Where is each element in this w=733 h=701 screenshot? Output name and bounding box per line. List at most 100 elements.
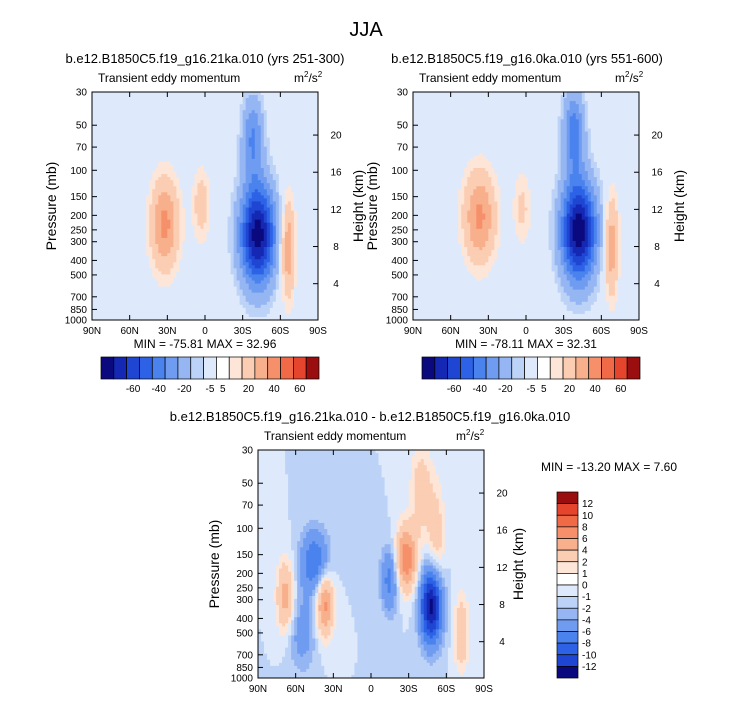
field-cell: [131, 171, 135, 175]
field-cell: [173, 140, 177, 145]
field-cell: [110, 250, 114, 254]
field-cell: [125, 207, 129, 211]
field-cell: [179, 189, 183, 193]
field-cell: [275, 259, 280, 263]
field-cell: [293, 180, 298, 184]
field-cell: [113, 180, 117, 184]
field-cell: [101, 140, 105, 145]
field-cell: [293, 192, 298, 196]
field-cell: [224, 131, 228, 135]
field-cell: [200, 204, 204, 208]
field-cell: [221, 143, 225, 148]
field-cell: [221, 274, 225, 278]
field-cell: [110, 286, 114, 290]
field-cell: [242, 137, 247, 142]
field-cell: [185, 289, 189, 294]
field-cell: [224, 283, 228, 287]
field-cell: [140, 146, 144, 151]
field-cell: [299, 131, 304, 135]
field-cell: [122, 256, 126, 260]
field-cell: [158, 174, 162, 178]
field-cell: [155, 247, 159, 251]
field-cell: [179, 131, 183, 135]
field-cell: [260, 271, 265, 275]
field-cell: [284, 119, 289, 123]
field-cell: [221, 146, 225, 151]
field-cell: [290, 204, 295, 208]
field-cell: [284, 274, 289, 278]
field-cell: [155, 95, 159, 99]
field-cell: [299, 277, 304, 281]
field-cell: [104, 189, 108, 193]
field-cell: [236, 143, 241, 148]
field-cell: [263, 286, 268, 290]
field-cell: [275, 164, 280, 169]
field-cell: [281, 171, 286, 175]
field-cell: [206, 234, 210, 239]
field-cell: [263, 98, 268, 102]
field-cell: [194, 253, 198, 257]
field-cell: [272, 210, 277, 214]
field-cell: [236, 213, 241, 218]
field-cell: [170, 128, 174, 132]
field-cell: [155, 137, 159, 142]
field-cell: [266, 174, 271, 178]
field-cell: [230, 140, 235, 145]
field-cell: [314, 244, 318, 248]
field-cell: [242, 131, 247, 135]
field-cell: [152, 198, 156, 202]
field-cell: [308, 268, 313, 272]
field-cell: [146, 210, 150, 214]
field-cell: [137, 143, 141, 148]
field-cell: [275, 143, 280, 148]
field-cell: [212, 158, 216, 163]
field-cell: [149, 92, 153, 96]
field-cell: [158, 213, 162, 218]
field-cell: [224, 164, 228, 169]
field-cell: [116, 213, 120, 218]
field-cell: [134, 113, 138, 117]
field-cell: [140, 265, 144, 269]
field-cell: [218, 168, 222, 172]
field-cell: [290, 213, 295, 218]
field-cell: [197, 95, 201, 99]
field-cell: [173, 256, 177, 260]
field-cell: [236, 268, 241, 272]
field-cell: [140, 216, 144, 221]
field-cell: [92, 253, 96, 257]
field-cell: [128, 225, 132, 230]
field-cell: [188, 122, 192, 126]
field-cell: [152, 122, 156, 126]
field-cell: [92, 280, 96, 284]
field-cell: [119, 228, 123, 233]
field-cell: [125, 92, 129, 96]
field-cell: [296, 168, 301, 172]
field-cell: [167, 174, 171, 178]
field-cell: [221, 189, 225, 193]
field-cell: [194, 104, 198, 108]
field-cell: [287, 161, 292, 166]
field-cell: [191, 164, 195, 169]
field-cell: [209, 155, 213, 160]
field-cell: [260, 259, 265, 263]
field-cell: [272, 231, 277, 236]
field-cell: [122, 219, 126, 224]
field-cell: [200, 177, 204, 181]
field-cell: [275, 122, 280, 126]
field-cell: [254, 222, 259, 227]
field-cell: [239, 259, 244, 263]
field-cell: [185, 101, 189, 105]
field-cell: [164, 168, 168, 172]
field-cell: [188, 116, 192, 120]
field-cell: [95, 177, 99, 181]
field-cell: [209, 92, 213, 96]
field-cell: [290, 268, 295, 272]
field-cell: [98, 116, 102, 120]
field-cell: [161, 210, 165, 214]
field-cell: [212, 277, 216, 281]
field-cell: [92, 201, 96, 205]
field-cell: [233, 280, 238, 284]
field-cell: [95, 110, 99, 114]
field-cell: [95, 262, 99, 266]
field-cell: [167, 110, 171, 114]
